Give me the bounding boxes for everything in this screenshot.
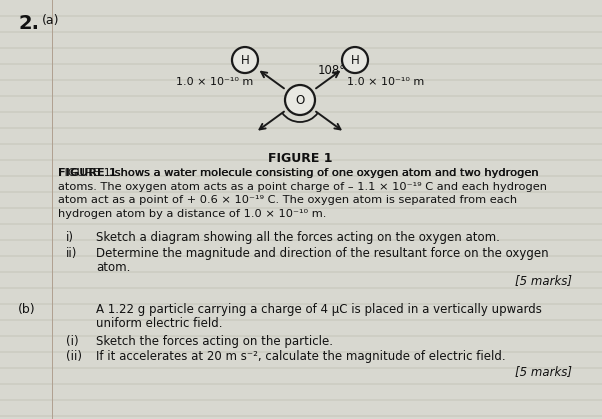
Text: atom act as a point of + 0.6 × 10⁻¹⁹ C. The oxygen atom is separated from each: atom act as a point of + 0.6 × 10⁻¹⁹ C. … [58, 195, 517, 205]
Text: Sketch the forces acting on the particle.: Sketch the forces acting on the particle… [96, 334, 333, 347]
Text: [5 marks]: [5 marks] [515, 274, 572, 287]
Circle shape [232, 47, 258, 73]
Text: A 1.22 g particle carrying a charge of 4 μC is placed in a vertically upwards: A 1.22 g particle carrying a charge of 4… [96, 303, 542, 316]
Text: atom.: atom. [96, 261, 131, 274]
Text: FIGURE 1 shows a water molecule consisting of one oxygen atom and two hydrogen: FIGURE 1 shows a water molecule consisti… [58, 168, 538, 178]
Text: (i): (i) [66, 334, 79, 347]
Text: Determine the magnitude and direction of the resultant force on the oxygen: Determine the magnitude and direction of… [96, 246, 548, 259]
Text: O: O [296, 94, 305, 107]
Circle shape [342, 47, 368, 73]
Text: 2.: 2. [18, 14, 39, 33]
Text: 1.0 × 10⁻¹⁰ m: 1.0 × 10⁻¹⁰ m [176, 77, 253, 87]
Text: (b): (b) [18, 303, 36, 316]
Text: shows a water molecule consisting of one oxygen atom and two hydrogen: shows a water molecule consisting of one… [115, 168, 539, 178]
Text: uniform electric field.: uniform electric field. [96, 316, 223, 329]
Text: 1.0 × 10⁻¹⁰ m: 1.0 × 10⁻¹⁰ m [347, 77, 424, 87]
Text: i): i) [66, 230, 74, 243]
Text: H: H [241, 54, 249, 67]
Text: FIGURE 1: FIGURE 1 [268, 152, 332, 165]
Text: (ii): (ii) [66, 349, 82, 362]
Text: hydrogen atom by a distance of 1.0 × 10⁻¹⁰ m.: hydrogen atom by a distance of 1.0 × 10⁻… [58, 209, 326, 218]
Circle shape [285, 85, 315, 115]
Text: 108°: 108° [318, 64, 346, 77]
Text: Sketch a diagram showing all the forces acting on the oxygen atom.: Sketch a diagram showing all the forces … [96, 230, 500, 243]
Text: atoms. The oxygen atom acts as a point charge of – 1.1 × 10⁻¹⁹ C and each hydrog: atoms. The oxygen atom acts as a point c… [58, 181, 547, 191]
Text: If it accelerates at 20 m s⁻², calculate the magnitude of electric field.: If it accelerates at 20 m s⁻², calculate… [96, 349, 506, 362]
Text: (a): (a) [42, 14, 60, 27]
Text: FIGURE 1: FIGURE 1 [58, 168, 120, 178]
Text: [5 marks]: [5 marks] [515, 365, 572, 378]
Text: ii): ii) [66, 246, 78, 259]
Text: H: H [350, 54, 359, 67]
